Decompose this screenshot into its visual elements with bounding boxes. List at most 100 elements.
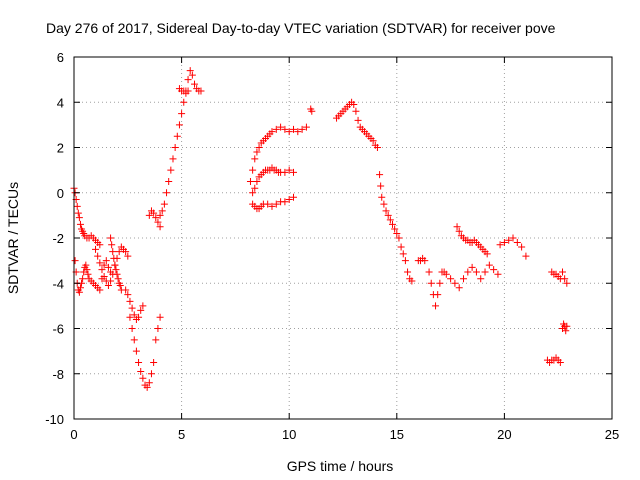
x-tick-label: 20 bbox=[497, 427, 511, 442]
data-point bbox=[71, 257, 79, 265]
data-point bbox=[249, 189, 257, 197]
data-point bbox=[496, 241, 504, 249]
data-point bbox=[285, 128, 293, 136]
data-point bbox=[191, 80, 199, 88]
data-point bbox=[126, 297, 134, 305]
data-point bbox=[122, 248, 130, 256]
data-point bbox=[116, 282, 124, 290]
data-point bbox=[246, 177, 254, 185]
data-point bbox=[112, 266, 120, 274]
data-point bbox=[135, 358, 143, 366]
data-point bbox=[163, 189, 171, 197]
y-tick-label: -10 bbox=[45, 412, 64, 427]
data-point bbox=[393, 229, 401, 237]
data-point bbox=[75, 214, 83, 222]
data-point bbox=[556, 358, 564, 366]
data-point bbox=[451, 279, 459, 287]
data-point bbox=[126, 313, 134, 321]
data-point bbox=[98, 266, 106, 274]
data-point bbox=[404, 268, 412, 276]
y-axis-label: SDTVAR / TECUs bbox=[5, 182, 21, 294]
data-point bbox=[107, 277, 115, 285]
data-point bbox=[111, 261, 119, 269]
data-point bbox=[421, 257, 429, 265]
data-point bbox=[294, 128, 302, 136]
data-point bbox=[376, 171, 384, 179]
data-point bbox=[477, 275, 485, 283]
data-point bbox=[251, 184, 259, 192]
data-point bbox=[184, 87, 192, 95]
x-tick-label: 10 bbox=[282, 427, 296, 442]
data-point bbox=[188, 71, 196, 79]
data-point bbox=[156, 313, 164, 321]
data-point bbox=[154, 218, 162, 226]
data-point bbox=[104, 263, 112, 271]
data-point bbox=[175, 121, 183, 129]
data-point bbox=[79, 275, 87, 283]
data-point bbox=[94, 252, 102, 260]
data-point bbox=[251, 155, 259, 163]
data-point bbox=[76, 284, 84, 292]
data-point bbox=[268, 128, 276, 136]
data-point bbox=[298, 125, 306, 133]
data-point bbox=[464, 268, 472, 276]
data-point bbox=[124, 291, 132, 299]
data-point bbox=[150, 358, 158, 366]
data-point bbox=[277, 123, 285, 131]
data-point bbox=[100, 272, 108, 280]
data-point bbox=[427, 279, 435, 287]
data-point bbox=[281, 125, 289, 133]
data-point bbox=[500, 239, 508, 247]
data-point bbox=[350, 101, 358, 109]
data-point bbox=[382, 207, 390, 215]
data-point bbox=[434, 291, 442, 299]
data-point bbox=[84, 270, 92, 278]
data-point bbox=[447, 275, 455, 283]
data-point bbox=[150, 209, 158, 217]
data-point bbox=[285, 196, 293, 204]
data-point bbox=[145, 379, 153, 387]
data-point bbox=[513, 239, 521, 247]
data-point bbox=[285, 166, 293, 174]
data-point bbox=[124, 252, 132, 260]
data-point bbox=[156, 211, 164, 219]
data-point bbox=[143, 383, 151, 391]
data-point bbox=[135, 313, 143, 321]
data-point bbox=[485, 261, 493, 269]
y-tick-label: -4 bbox=[52, 276, 64, 291]
data-point bbox=[378, 193, 386, 201]
data-point bbox=[110, 254, 118, 262]
data-point bbox=[180, 98, 188, 106]
chart-title: Day 276 of 2017, Sidereal Day-to-day VTE… bbox=[46, 20, 556, 36]
data-point bbox=[165, 177, 173, 185]
data-point bbox=[154, 325, 162, 332]
data-point bbox=[197, 87, 205, 95]
data-point bbox=[169, 155, 177, 163]
data-point bbox=[249, 166, 257, 174]
data-point bbox=[152, 336, 160, 344]
x-tick-label: 25 bbox=[605, 427, 619, 442]
data-point bbox=[255, 144, 263, 151]
data-point bbox=[432, 302, 440, 310]
data-point bbox=[114, 275, 122, 283]
data-point bbox=[76, 220, 84, 228]
y-tick-label: 0 bbox=[57, 186, 64, 201]
data-point bbox=[268, 202, 276, 210]
data-point bbox=[107, 234, 115, 242]
data-point bbox=[139, 374, 147, 382]
data-point bbox=[160, 200, 168, 208]
y-tick-label: 4 bbox=[57, 95, 64, 110]
data-point bbox=[561, 275, 569, 283]
data-point bbox=[171, 144, 179, 151]
data-point bbox=[145, 211, 153, 219]
data-point bbox=[92, 245, 100, 253]
data-point bbox=[178, 110, 186, 118]
data-point bbox=[130, 336, 138, 344]
data-point bbox=[104, 282, 112, 290]
data-point bbox=[281, 168, 289, 176]
data-point bbox=[137, 306, 145, 314]
data-point bbox=[472, 268, 480, 276]
data-point bbox=[109, 248, 117, 256]
data-point bbox=[173, 132, 181, 140]
